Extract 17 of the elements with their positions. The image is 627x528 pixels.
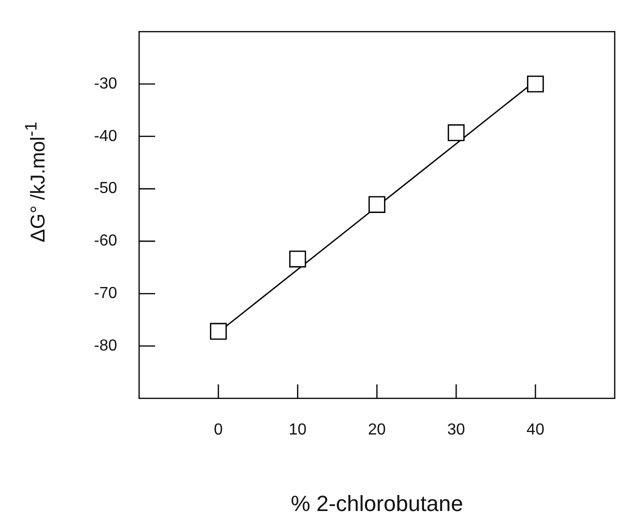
y-tick-label: -50: [94, 180, 118, 198]
y-tick-label: -70: [94, 285, 118, 302]
point: [210, 322, 227, 340]
y-tick-label: -60: [94, 232, 118, 250]
x-axis-title: % 2-chlorobutane: [290, 490, 464, 516]
y-tick-label: -80: [94, 337, 118, 354]
x-tick-label: 40: [526, 421, 544, 438]
point: [289, 250, 306, 268]
x-tick-label: 20: [368, 421, 386, 438]
point: [527, 76, 544, 92]
point: [368, 196, 386, 213]
x-tick-label: 30: [447, 421, 466, 438]
y-tick-label: -40: [94, 128, 118, 145]
y-tick-label: -30: [94, 75, 118, 92]
point: [448, 124, 465, 142]
x-tick-label: 0: [214, 421, 223, 438]
x-tick-label: 10: [288, 421, 307, 438]
